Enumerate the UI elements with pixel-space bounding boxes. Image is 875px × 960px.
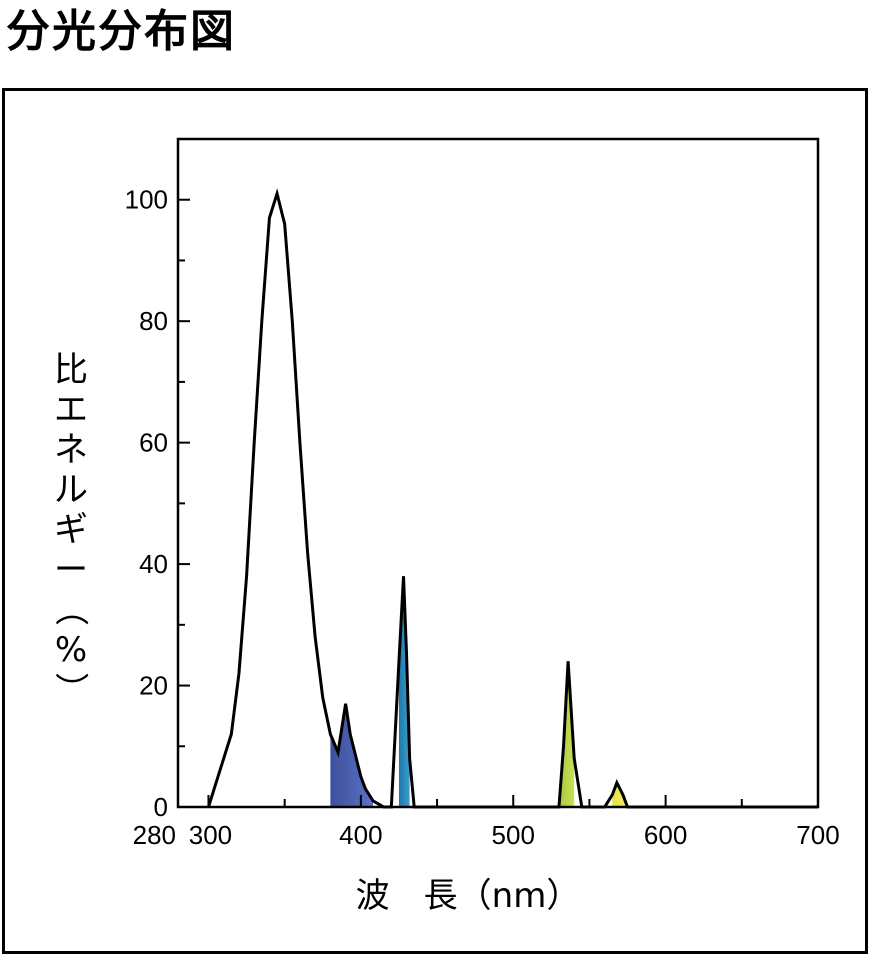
y-tick-label: 0: [154, 792, 168, 822]
x-tick-label: 280: [133, 820, 176, 850]
y-tick-label: 100: [125, 185, 168, 215]
y-axis-title-char: ネ: [54, 430, 88, 470]
chart-frame: 0 20 40 60 80 100 280 300 400 500 600 700 波 長（nm） 比…: [2, 88, 868, 954]
y-axis-title-char: ）: [50, 672, 90, 706]
y-axis-title-char: エ: [54, 390, 88, 430]
x-tick-label: 700: [796, 820, 839, 850]
axis-ticks: [178, 198, 743, 808]
y-tick-label: 80: [139, 306, 168, 336]
y-tick-label: 40: [139, 549, 168, 579]
x-axis-title: 波 長（nm）: [356, 876, 581, 916]
spectral-fill-bands: [330, 576, 628, 807]
y-axis-title-char: （: [50, 592, 90, 626]
spectral-curve: [207, 188, 818, 809]
plot-area-border: [176, 137, 820, 809]
axis-tick-labels: 0 20 40 60 80 100 280 300 400 500 600 700: [125, 185, 840, 850]
y-axis-title-char: ル: [54, 470, 88, 510]
x-tick-label: 300: [189, 820, 232, 850]
y-axis-title-char: ー: [54, 550, 88, 590]
y-tick-label: 20: [139, 671, 168, 701]
y-axis-title-char: %: [55, 630, 87, 670]
y-tick-label: 60: [139, 428, 168, 458]
x-tick-label: 400: [339, 820, 382, 850]
y-axis-title-char: ギ: [54, 510, 88, 550]
x-tick-label: 500: [492, 820, 535, 850]
y-axis-title-char: 比: [54, 350, 88, 390]
page-title: 分光分布図: [6, 6, 236, 57]
x-tick-label: 600: [644, 820, 687, 850]
spectral-distribution-chart: 0 20 40 60 80 100 280 300 400 500 600 700 波 長（nm） 比…: [50, 137, 840, 916]
